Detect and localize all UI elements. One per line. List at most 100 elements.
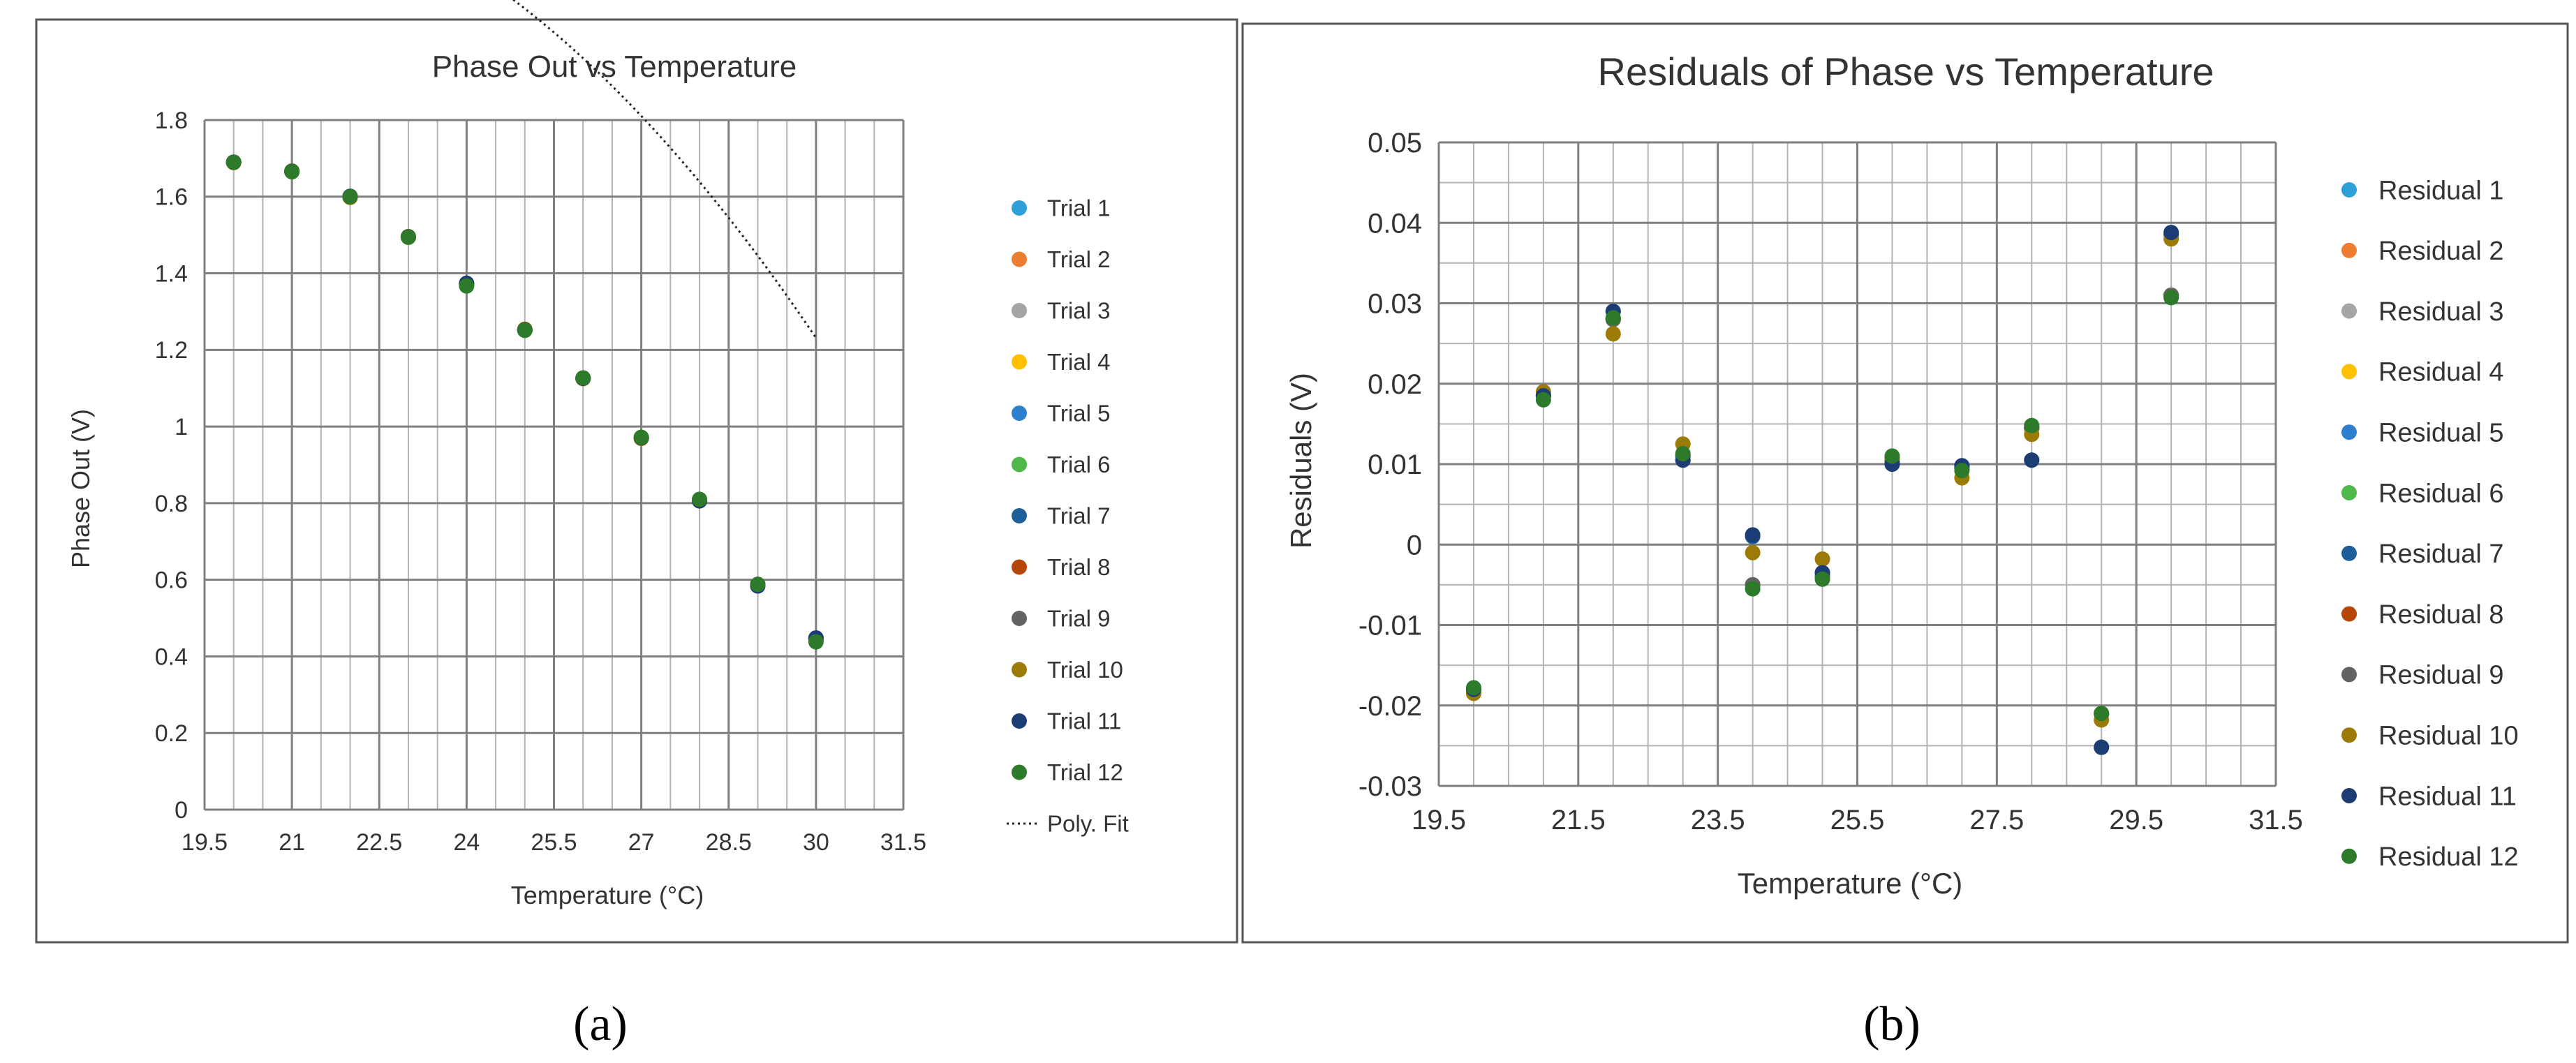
data-point: [633, 429, 649, 445]
data-point: [1884, 448, 1900, 464]
data-point: [692, 491, 708, 507]
legend-label: Trial 9: [1047, 606, 1110, 632]
chart-residuals: Residuals of Phase vs Temperature 19.5 21…: [1241, 22, 2569, 944]
x-axis-label: Temperature (°C): [1738, 867, 1963, 900]
y-tick-label: 0.01: [1368, 449, 1422, 480]
data-point: [342, 188, 358, 205]
legend-marker: [2341, 667, 2357, 683]
y-axis-label: Phase Out (V): [66, 409, 95, 568]
legend-marker: [2341, 485, 2357, 500]
chart-frame: [35, 18, 1238, 944]
chart-title: Phase Out vs Temperature: [432, 50, 797, 84]
legend-label: Residual 10: [2378, 722, 2519, 751]
x-tick-label: 25.5: [1830, 805, 1885, 835]
chart-title: Residuals of Phase vs Temperature: [1598, 50, 2214, 94]
data-point: [1745, 527, 1761, 543]
legend-label: Residual 6: [2378, 479, 2504, 508]
x-tick-label: 21: [279, 829, 305, 856]
x-tick-label: 23.5: [1691, 805, 1745, 835]
data-point: [284, 164, 300, 180]
data-point: [1605, 326, 1621, 342]
legend-label: Poly. Fit: [1047, 811, 1129, 837]
data-point: [2094, 706, 2110, 722]
legend-label: Residual 3: [2378, 297, 2504, 327]
legend-marker: [2341, 424, 2357, 440]
y-tick-label: 0.2: [155, 720, 188, 747]
x-tick-label: 28.5: [706, 829, 752, 856]
x-axis-label: Temperature (°C): [511, 881, 704, 909]
y-tick-label: 1: [175, 414, 188, 440]
legend-label: Residual 4: [2378, 358, 2504, 387]
legend-label: Trial 4: [1047, 349, 1110, 375]
legend-marker: [1012, 303, 1027, 318]
legend-label: Residual 1: [2378, 176, 2504, 205]
data-point: [2024, 452, 2040, 468]
x-tick-label: 30: [803, 829, 829, 856]
legend-label: Residual 2: [2378, 237, 2504, 266]
y-tick-label: 1.6: [155, 184, 188, 211]
data-point: [400, 229, 416, 245]
data-point: [1745, 544, 1761, 560]
legend-label: Trial 8: [1047, 554, 1110, 580]
chart-phase-out: Phase Out vs Temperature 19.5 21 22.5 24 25.…: [35, 0, 1238, 944]
legend-marker: [1012, 508, 1027, 523]
x-tick-label: 24: [453, 829, 480, 856]
y-tick-label: 1.2: [155, 337, 188, 364]
y-tick-label: -0.03: [1359, 771, 1422, 802]
x-tick-label: 19.5: [182, 829, 228, 856]
y-tick-label: 0: [1407, 530, 1422, 560]
legend-label: Trial 7: [1047, 503, 1110, 529]
y-tick-label: -0.02: [1359, 691, 1422, 722]
y-tick-label: 0.03: [1368, 289, 1422, 320]
legend-marker: [2341, 545, 2357, 561]
legend-marker: [1012, 713, 1027, 729]
legend-label: Trial 3: [1047, 298, 1110, 324]
data-point: [2163, 290, 2179, 306]
legend-marker: [1012, 456, 1027, 473]
legend-marker: [2341, 182, 2357, 198]
y-tick-label: 1.4: [155, 260, 188, 287]
legend-label: Trial 1: [1047, 195, 1110, 221]
data-point: [1814, 551, 1830, 567]
legend-marker: [1012, 406, 1027, 421]
y-tick-label: 0.02: [1368, 369, 1422, 400]
legend-label: Trial 5: [1047, 401, 1110, 426]
data-point: [808, 634, 824, 650]
x-tick-label: 21.5: [1551, 805, 1606, 835]
x-tick-label: 25.5: [531, 829, 577, 856]
data-point: [459, 278, 475, 294]
legend-marker: [2341, 727, 2357, 743]
x-tick-label: 27.5: [1969, 805, 2024, 835]
data-point: [575, 370, 591, 386]
x-tick-label: 31.5: [2249, 805, 2303, 835]
y-tick-label: 1.8: [155, 107, 188, 134]
data-point: [225, 154, 242, 170]
data-point: [1605, 310, 1621, 326]
data-point: [1745, 581, 1761, 597]
data-point: [1535, 392, 1551, 408]
panel-label-a: (a): [573, 997, 628, 1051]
legend-marker: [1012, 354, 1027, 370]
legend-label: Residual 8: [2378, 600, 2504, 630]
legend-label: Residual 7: [2378, 540, 2504, 569]
y-tick-label: -0.01: [1359, 611, 1422, 641]
legend-label: Trial 12: [1047, 759, 1123, 785]
x-tick-label: 19.5: [1412, 805, 1466, 835]
y-tick-label: 0.8: [155, 491, 188, 517]
legend-marker: [1012, 764, 1027, 780]
data-point: [517, 322, 533, 339]
data-point: [1954, 463, 1970, 479]
data-point: [1465, 680, 1481, 696]
y-axis-label: Residuals (V): [1285, 373, 1317, 549]
x-tick-label: 22.5: [356, 829, 402, 856]
y-tick-label: 0: [175, 797, 188, 824]
y-tick-label: 0.05: [1368, 128, 1422, 158]
data-point: [1814, 571, 1830, 587]
x-tick-label: 31.5: [880, 829, 926, 856]
x-tick-label: 27: [628, 829, 655, 856]
legend-marker: [1012, 559, 1027, 575]
legend-label: Trial 6: [1047, 452, 1110, 477]
legend-label: Residual 5: [2378, 419, 2504, 448]
legend-marker: [2341, 788, 2357, 803]
